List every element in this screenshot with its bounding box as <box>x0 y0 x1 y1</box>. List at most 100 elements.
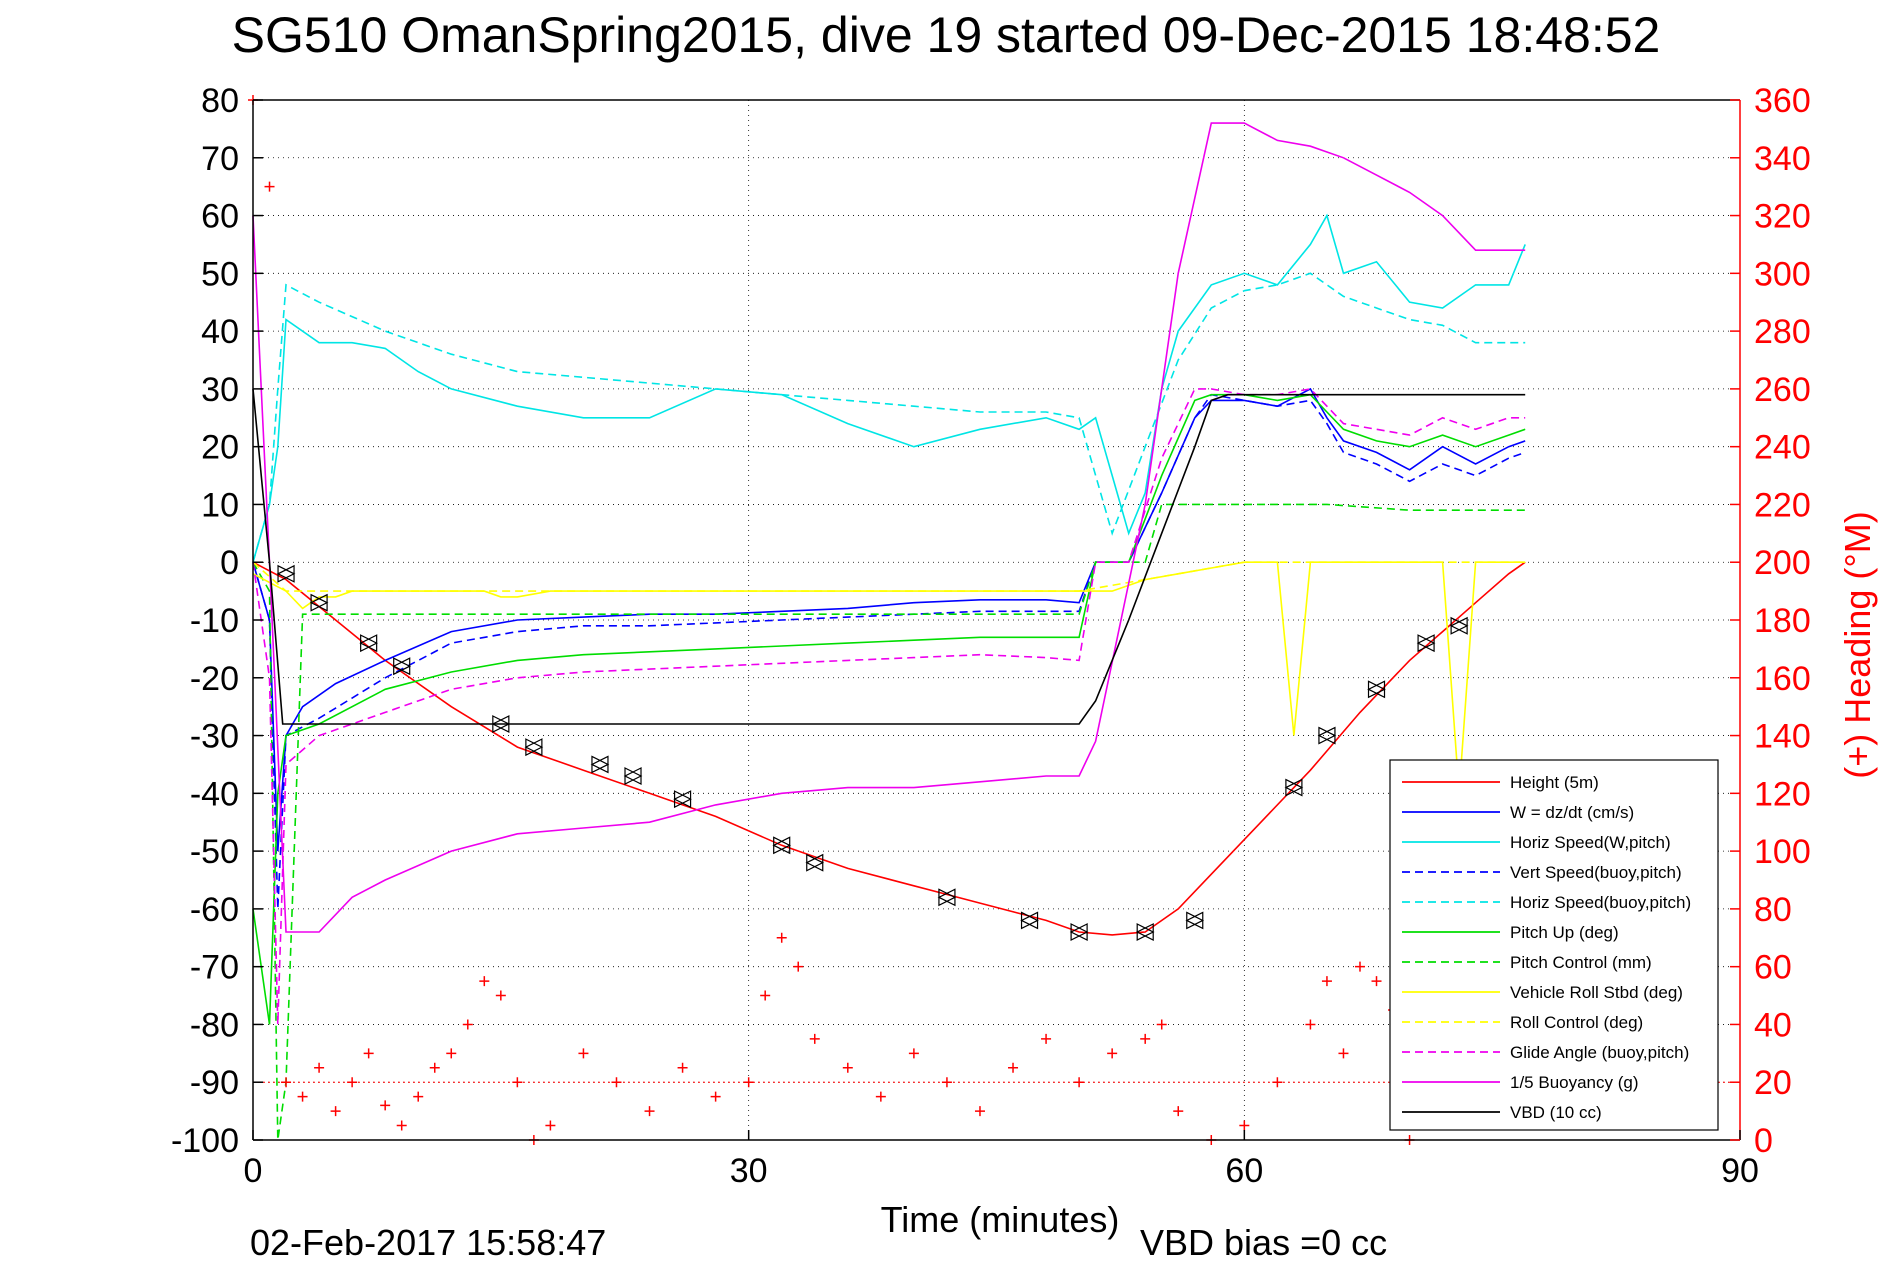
y2-tick-label-7: 220 <box>1754 486 1811 524</box>
legend-label-6: Pitch Control (mm) <box>1510 953 1652 972</box>
y2-tick-label-16: 40 <box>1754 1006 1792 1044</box>
y2-tick-label-6: 240 <box>1754 429 1811 467</box>
heading-point-48 <box>1371 976 1382 987</box>
series-layer <box>252 122 1526 1141</box>
x-axis-label: Time (minutes) <box>881 1199 1120 1240</box>
heading-point-5 <box>330 1106 341 1117</box>
heading-point-11 <box>429 1062 440 1073</box>
y-tick-label-8: 0 <box>220 544 239 582</box>
series-line-3 <box>252 393 1526 909</box>
series-line-5 <box>252 393 1526 1025</box>
series-line-8 <box>252 561 1526 592</box>
grid-lines <box>253 100 1740 1140</box>
heading-point-44 <box>1305 1019 1316 1030</box>
y2-tick-label-18: 0 <box>1754 1122 1773 1160</box>
legend-label-8: Roll Control (deg) <box>1510 1013 1643 1032</box>
height-marker-3 <box>392 657 412 676</box>
height-marker-12 <box>1020 911 1039 930</box>
y2-tick-label-9: 180 <box>1754 602 1811 640</box>
height-marker-5 <box>524 738 544 757</box>
height-marker-18 <box>1367 680 1386 699</box>
heading-point-22 <box>677 1062 688 1073</box>
heading-point-18 <box>545 1120 556 1131</box>
y-tick-label-11: -30 <box>190 718 239 756</box>
y2-tick-label-11: 140 <box>1754 718 1811 756</box>
legend-label-11: VBD (10 cc) <box>1510 1103 1602 1122</box>
footer-bias: VBD bias =0 cc <box>1140 1222 1387 1262</box>
height-marker-2 <box>359 634 378 653</box>
height-marker-19 <box>1416 634 1436 653</box>
heading-point-36 <box>1074 1077 1085 1088</box>
height-marker-1 <box>309 593 329 612</box>
y-tick-label-17: -90 <box>190 1064 239 1102</box>
heading-point-46 <box>1338 1048 1349 1059</box>
x-tick-label-2: 60 <box>1225 1152 1263 1190</box>
heading-point-15 <box>495 990 506 1001</box>
series-line-9 <box>252 388 1526 1025</box>
y-tick-label-2: 60 <box>201 198 239 236</box>
heading-point-1 <box>264 181 275 192</box>
heading-point-2 <box>281 1077 292 1088</box>
height-marker-11 <box>937 888 957 907</box>
heading-point-21 <box>644 1106 655 1117</box>
y2-tick-label-15: 60 <box>1754 949 1792 987</box>
height-marker-13 <box>1069 923 1089 941</box>
heading-point-16 <box>512 1077 523 1088</box>
height-marker-15 <box>1185 911 1205 930</box>
y-tick-label-14: -60 <box>190 891 239 929</box>
y-tick-label-1: 70 <box>201 140 239 178</box>
heading-point-33 <box>974 1106 985 1117</box>
series-line-1 <box>252 387 1526 852</box>
legend-label-3: Vert Speed(buoy,pitch) <box>1510 863 1682 882</box>
legend-box <box>1389 759 1719 1131</box>
heading-point-26 <box>776 932 787 943</box>
y-tick-label-0: 80 <box>201 82 239 120</box>
height-marker-0 <box>276 564 296 583</box>
legend-label-4: Horiz Speed(buoy,pitch) <box>1510 893 1691 912</box>
heading-layer <box>248 95 1740 1145</box>
y-tick-label-7: 10 <box>201 486 239 524</box>
y2-tick-label-13: 100 <box>1754 833 1811 871</box>
y-tick-label-3: 50 <box>201 255 239 293</box>
legend-label-10: 1/5 Buoyancy (g) <box>1510 1073 1639 1092</box>
series-line-2 <box>252 213 1526 563</box>
series-line-11 <box>252 388 1526 725</box>
height-marker-17 <box>1317 726 1337 745</box>
x-tick-label-1: 30 <box>730 1152 768 1190</box>
legend-label-0: Height (5m) <box>1510 773 1599 792</box>
height-marker-14 <box>1135 923 1155 941</box>
y-tick-label-12: -40 <box>190 775 239 813</box>
y-tick-label-6: 20 <box>201 429 239 467</box>
y2-tick-label-10: 160 <box>1754 660 1811 698</box>
heading-point-14 <box>479 976 490 987</box>
y2-tick-label-8: 200 <box>1754 544 1811 582</box>
heading-point-40 <box>1173 1106 1184 1117</box>
legend-label-9: Glide Angle (buoy,pitch) <box>1510 1043 1689 1062</box>
y-tick-label-16: -80 <box>190 1006 239 1044</box>
heading-point-32 <box>941 1077 952 1088</box>
height-marker-8 <box>673 790 692 809</box>
chart-title: SG510 OmanSpring2015, dive 19 started 09… <box>232 7 1661 63</box>
heading-point-19 <box>578 1048 589 1059</box>
series-line-10 <box>252 122 1526 933</box>
series-line-4 <box>252 272 1526 563</box>
heading-point-45 <box>1321 976 1332 987</box>
y-tick-label-5: 30 <box>201 371 239 409</box>
y-tick-label-13: -50 <box>190 833 239 871</box>
series-line-0 <box>252 561 1526 936</box>
height-marker-7 <box>623 767 643 785</box>
heading-point-3 <box>297 1091 308 1102</box>
heading-point-7 <box>363 1048 374 1059</box>
heading-point-30 <box>875 1091 886 1102</box>
y2-tick-label-4: 280 <box>1754 313 1811 351</box>
y2-tick-label-1: 340 <box>1754 140 1811 178</box>
heading-point-31 <box>908 1048 919 1059</box>
footer-date: 02-Feb-2017 15:58:47 <box>250 1222 606 1262</box>
y2-tick-label-12: 120 <box>1754 775 1811 813</box>
heading-point-38 <box>1140 1033 1151 1044</box>
heading-point-23 <box>710 1091 721 1102</box>
heading-point-4 <box>314 1062 325 1073</box>
legend-label-2: Horiz Speed(W,pitch) <box>1510 833 1671 852</box>
heading-point-20 <box>611 1077 622 1088</box>
y-tick-label-10: -20 <box>190 660 239 698</box>
